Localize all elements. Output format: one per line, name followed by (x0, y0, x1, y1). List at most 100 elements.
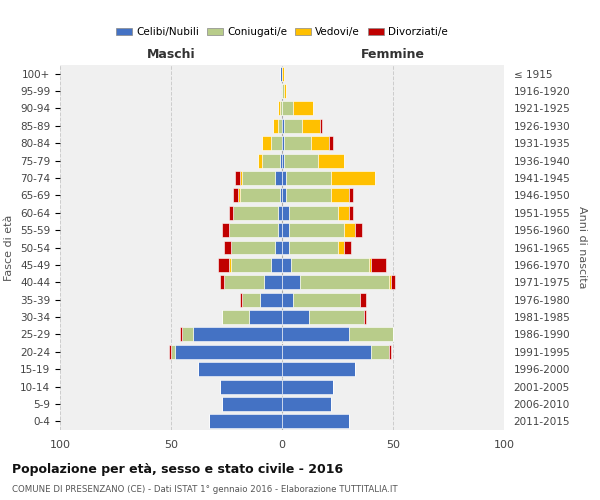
Bar (262, 136, 271, 150)
Text: Maschi: Maschi (146, 48, 196, 62)
Bar (282, 102, 293, 116)
Bar (282, 414, 349, 428)
Bar (282, 66, 284, 80)
Bar (289, 240, 337, 254)
Bar (233, 188, 238, 202)
Bar (289, 223, 344, 237)
Bar (284, 136, 311, 150)
Bar (329, 136, 333, 150)
Bar (360, 292, 367, 306)
Y-axis label: Fasce di età: Fasce di età (4, 214, 14, 280)
Bar (282, 397, 331, 411)
Bar (242, 171, 275, 185)
Bar (273, 119, 278, 133)
Bar (180, 328, 182, 342)
Bar (282, 276, 300, 289)
Bar (364, 310, 367, 324)
Bar (182, 328, 193, 342)
Bar (349, 328, 393, 342)
Bar (280, 66, 282, 80)
Bar (197, 362, 282, 376)
Bar (293, 102, 313, 116)
Bar (389, 276, 391, 289)
Bar (249, 310, 282, 324)
Bar (275, 240, 282, 254)
Bar (240, 188, 280, 202)
Bar (289, 206, 337, 220)
Bar (280, 102, 282, 116)
Bar (282, 258, 291, 272)
Bar (282, 328, 349, 342)
Bar (271, 136, 282, 150)
Bar (391, 276, 395, 289)
Text: COMUNE DI PRESENZANO (CE) - Dati ISTAT 1° gennaio 2016 - Elaborazione TUTTITALIA: COMUNE DI PRESENZANO (CE) - Dati ISTAT 1… (12, 485, 398, 494)
Bar (368, 258, 371, 272)
Bar (278, 223, 282, 237)
Bar (278, 102, 280, 116)
Bar (282, 136, 284, 150)
Legend: Celibi/Nubili, Coniugati/e, Vedovi/e, Divorziati/e: Celibi/Nubili, Coniugati/e, Vedovi/e, Di… (112, 23, 452, 41)
Bar (302, 119, 320, 133)
Bar (300, 276, 389, 289)
Bar (282, 362, 355, 376)
Bar (175, 345, 282, 358)
Bar (233, 206, 278, 220)
Bar (389, 345, 391, 358)
Bar (282, 240, 289, 254)
Bar (371, 345, 389, 358)
Bar (282, 380, 333, 394)
Bar (293, 292, 360, 306)
Bar (280, 154, 282, 168)
Bar (282, 84, 284, 98)
Bar (235, 171, 240, 185)
Bar (282, 206, 289, 220)
Bar (355, 223, 362, 237)
Bar (282, 154, 284, 168)
Bar (240, 171, 242, 185)
Bar (229, 206, 233, 220)
Bar (278, 206, 282, 220)
Bar (284, 154, 317, 168)
Bar (284, 84, 286, 98)
Bar (224, 240, 231, 254)
Bar (349, 206, 353, 220)
Bar (282, 310, 308, 324)
Bar (222, 223, 229, 237)
Bar (240, 292, 242, 306)
Bar (278, 119, 282, 133)
Bar (222, 310, 249, 324)
Bar (344, 240, 351, 254)
Bar (218, 258, 229, 272)
Bar (282, 119, 284, 133)
Bar (349, 188, 353, 202)
Bar (231, 258, 271, 272)
Bar (209, 414, 282, 428)
Bar (317, 154, 344, 168)
Bar (282, 292, 293, 306)
Bar (275, 171, 282, 185)
Bar (262, 154, 280, 168)
Bar (331, 171, 375, 185)
Bar (331, 188, 349, 202)
Bar (229, 258, 231, 272)
Bar (291, 258, 368, 272)
Bar (282, 223, 289, 237)
Bar (282, 345, 371, 358)
Bar (231, 240, 275, 254)
Bar (337, 240, 344, 254)
Text: Popolazione per età, sesso e stato civile - 2016: Popolazione per età, sesso e stato civil… (12, 462, 343, 475)
Bar (308, 310, 364, 324)
Bar (344, 223, 355, 237)
Bar (282, 188, 286, 202)
Bar (229, 223, 278, 237)
Bar (242, 292, 260, 306)
Bar (286, 171, 331, 185)
Bar (284, 119, 302, 133)
Bar (257, 154, 262, 168)
Bar (337, 206, 349, 220)
Bar (286, 188, 331, 202)
Bar (220, 276, 224, 289)
Bar (320, 119, 322, 133)
Bar (193, 328, 282, 342)
Bar (238, 188, 240, 202)
